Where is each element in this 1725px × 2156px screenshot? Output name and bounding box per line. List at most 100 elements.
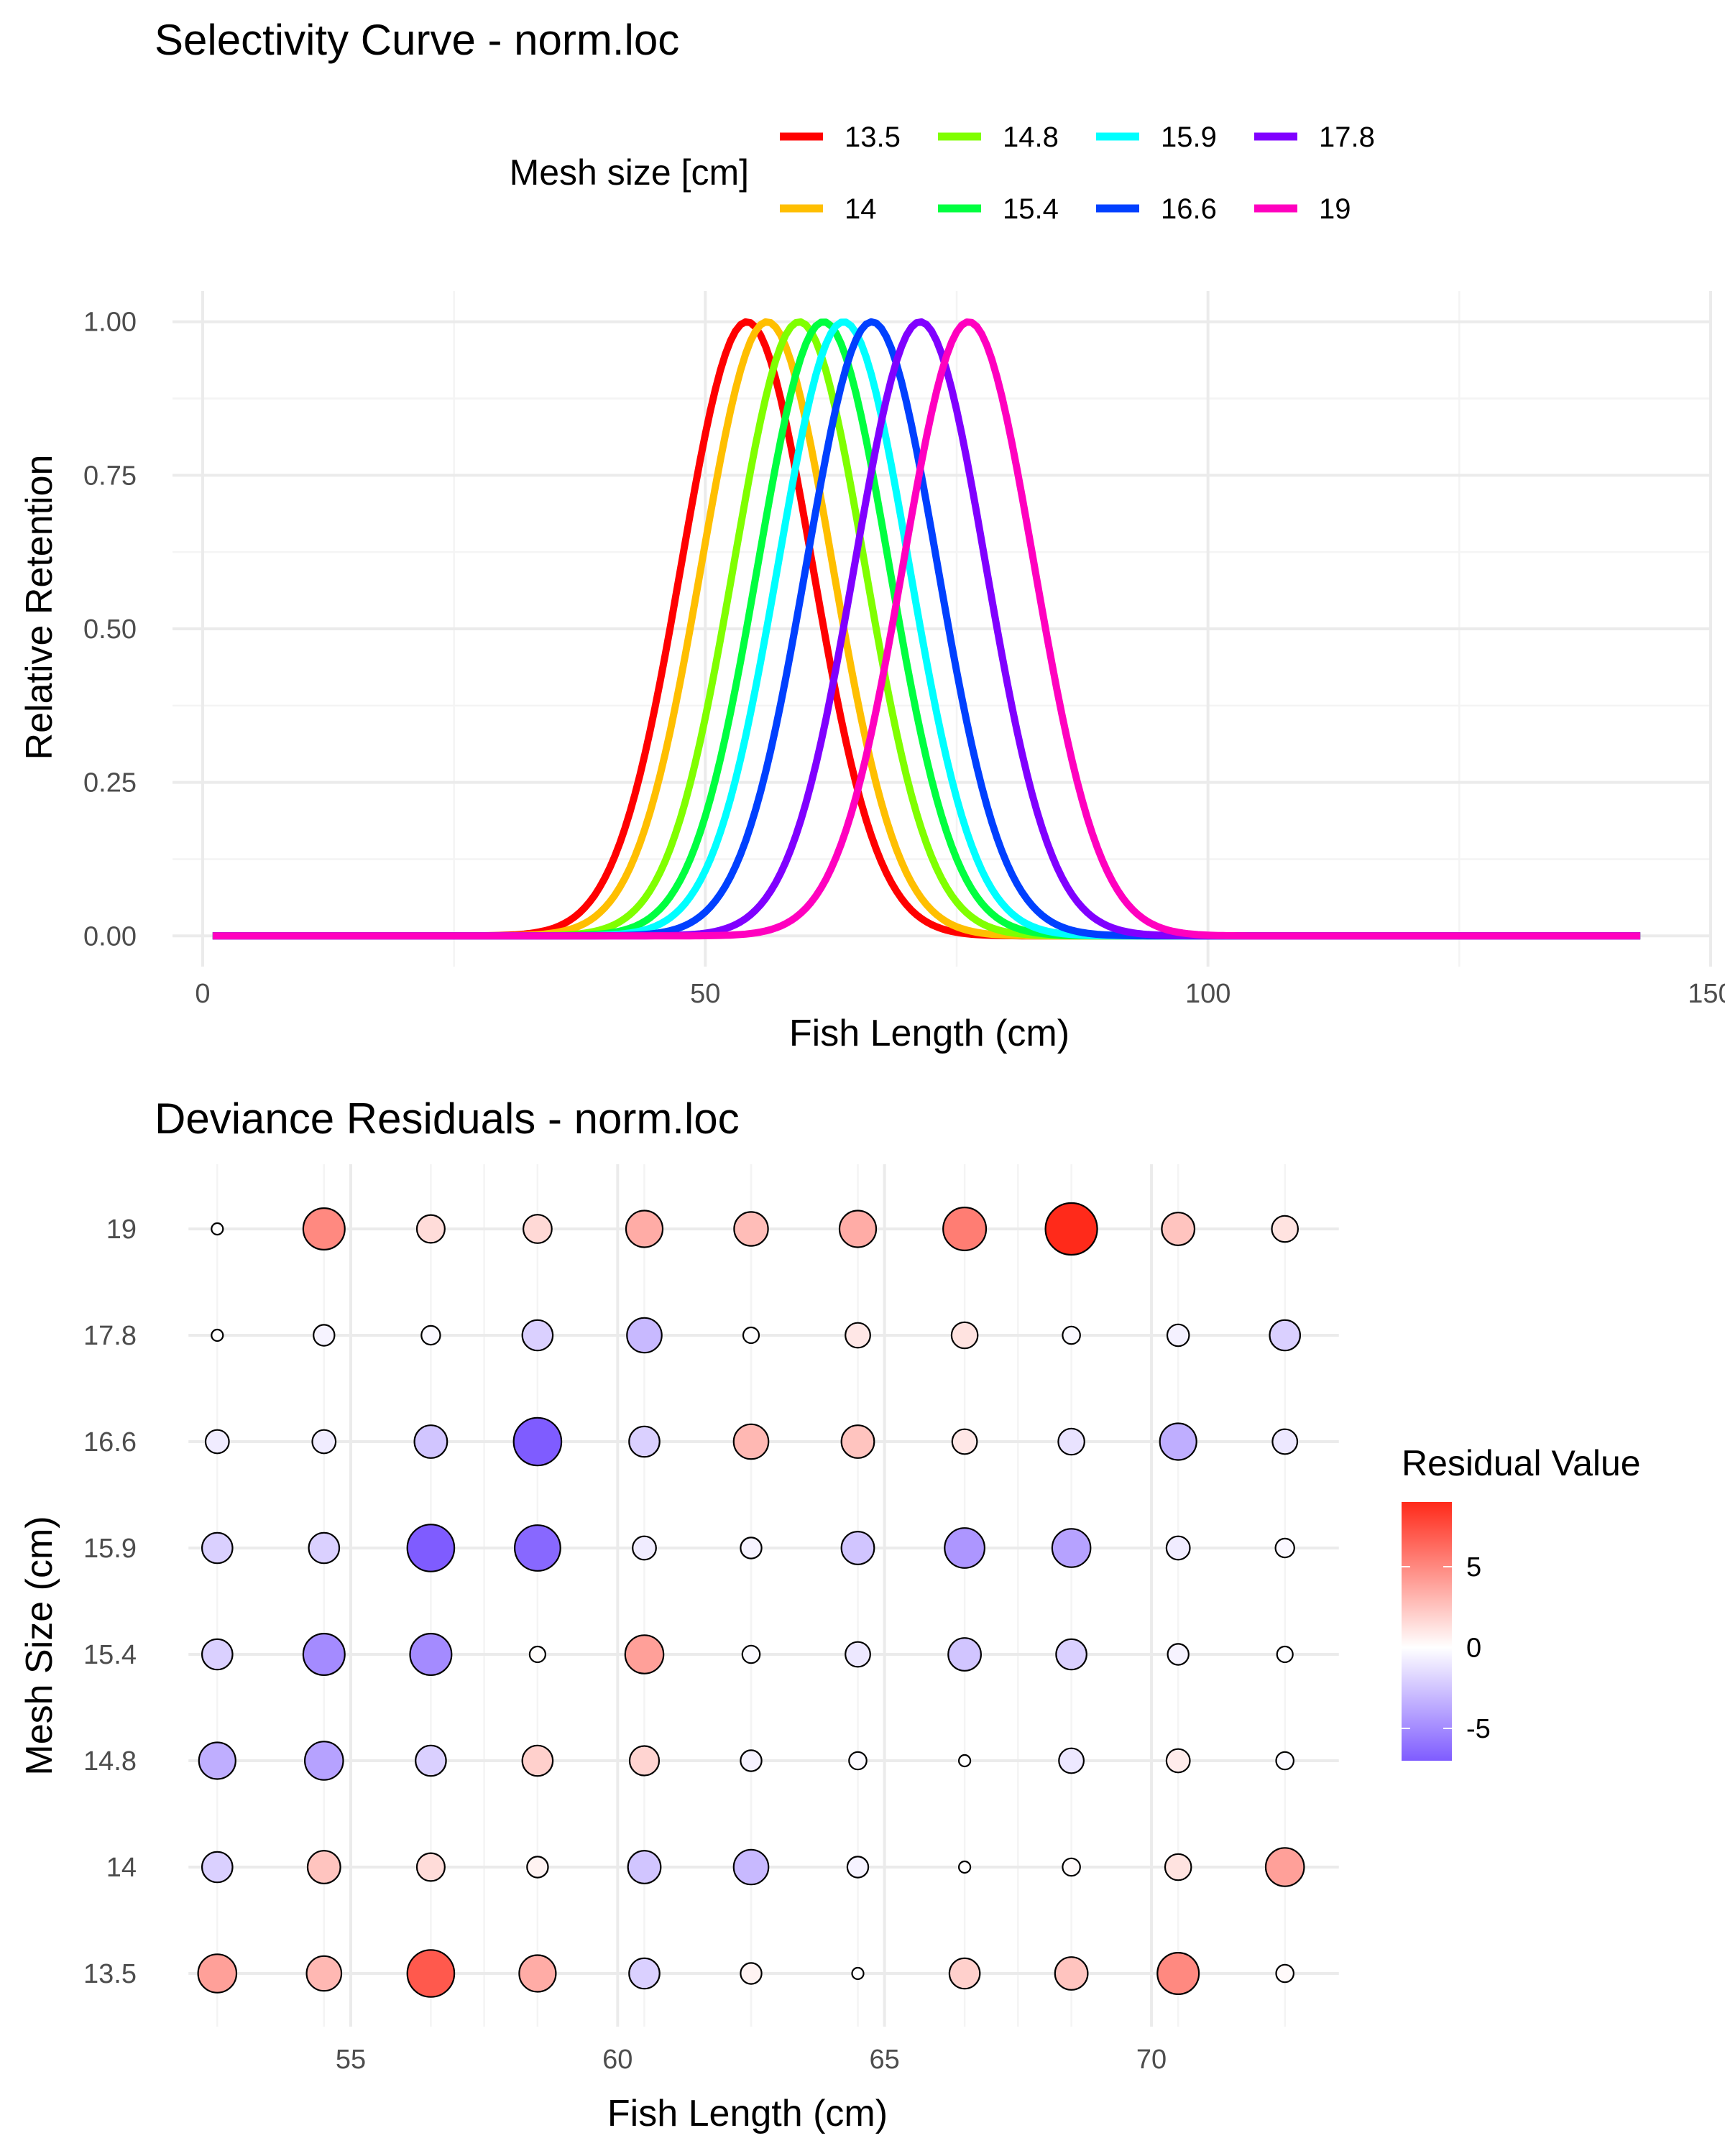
residual-point — [732, 1848, 770, 1886]
residual-point — [740, 1962, 763, 1985]
residual-point — [944, 1527, 985, 1569]
residuals-y-tick-label: 16.6 — [83, 1427, 137, 1457]
residual-point — [201, 1531, 234, 1565]
selectivity-y-tick-label: 0.00 — [83, 921, 137, 952]
residuals-grid — [188, 1164, 1339, 2027]
residual-point — [523, 1214, 553, 1244]
selectivity-x-tick-label: 100 — [1185, 979, 1230, 1009]
residual-point — [211, 1328, 224, 1342]
residual-point — [626, 1317, 663, 1354]
selectivity-x-tick-label: 50 — [690, 979, 720, 1009]
residual-point — [840, 1424, 875, 1459]
selectivity-grid — [172, 291, 1712, 967]
residual-point — [1167, 1643, 1190, 1666]
residual-point — [628, 1957, 661, 1990]
selectivity-y-tick-label: 0.50 — [83, 614, 137, 645]
selectivity-panel: Selectivity Curve - norm.loc Mesh size [… — [19, 16, 1725, 1054]
residual-point — [1054, 1956, 1089, 1991]
residual-point — [957, 1754, 972, 1768]
residual-colorbar — [1402, 1502, 1452, 1761]
residual-point — [197, 1953, 238, 1994]
residual-point — [950, 1321, 979, 1350]
residuals-x-ticks: 55 60 65 70 — [336, 2045, 1167, 2075]
residual-point — [1275, 1751, 1294, 1771]
residual-point — [1274, 1537, 1295, 1559]
residual-point — [526, 1856, 549, 1879]
residual-point — [1276, 1645, 1294, 1664]
residual-point — [627, 1850, 662, 1884]
selectivity-title: Selectivity Curve - norm.loc — [155, 16, 679, 64]
colorbar-tick-label: 0 — [1466, 1634, 1481, 1664]
residual-point — [1164, 1853, 1192, 1881]
residual-point — [1271, 1428, 1299, 1455]
mesh-size-legend-title: Mesh size [cm] — [510, 152, 749, 193]
residuals-x-tick-label: 60 — [602, 2045, 632, 2075]
residual-point — [528, 1645, 547, 1664]
legend-label-17-8: 17.8 — [1319, 121, 1375, 153]
residual-point — [1057, 1427, 1085, 1456]
selectivity-y-ticks: 0.00 0.25 0.50 0.75 1.00 — [83, 308, 137, 952]
residual-point — [311, 1429, 337, 1455]
residual-point — [211, 1222, 224, 1236]
residual-point — [201, 1851, 234, 1884]
residuals-y-tick-label: 15.9 — [83, 1534, 137, 1564]
residuals-y-ticks: 13.5 14 14.8 15.4 15.9 16.6 17.8 19 — [83, 1215, 137, 1989]
residual-point — [313, 1324, 336, 1347]
residual-point — [942, 1206, 988, 1251]
legend-label-16-6: 16.6 — [1161, 193, 1217, 225]
residual-point — [512, 1416, 563, 1467]
residual-point — [628, 1745, 661, 1777]
residual-point — [306, 1850, 341, 1884]
residual-point — [201, 1638, 234, 1671]
residual-point — [305, 1955, 343, 1992]
residual-point — [845, 1322, 871, 1349]
residual-point — [1062, 1325, 1081, 1345]
residual-point — [947, 1637, 982, 1672]
residual-point — [420, 1325, 441, 1346]
residual-point — [1269, 1319, 1302, 1352]
residual-point — [624, 1634, 665, 1674]
residuals-x-tick-label: 65 — [870, 2045, 900, 2075]
residual-point — [840, 1531, 875, 1565]
residual-point — [303, 1741, 344, 1781]
colorbar-tick-label: -5 — [1466, 1714, 1491, 1744]
residual-bubbles — [197, 1202, 1305, 1998]
residual-point — [1159, 1422, 1197, 1461]
residual-point — [302, 1633, 346, 1677]
residual-point — [732, 1423, 770, 1460]
residuals-y-tick-label: 13.5 — [83, 1959, 137, 1989]
residual-point — [409, 1633, 453, 1677]
colorbar-tick-label: 5 — [1466, 1552, 1481, 1583]
residual-point — [204, 1429, 230, 1455]
residual-legend-title: Residual Value — [1402, 1443, 1641, 1483]
selectivity-x-axis-title: Fish Length (cm) — [789, 1013, 1070, 1054]
residual-colorbar-legend: Residual Value 5 0 -5 — [1402, 1443, 1641, 1761]
residual-point — [628, 1425, 661, 1458]
selectivity-y-tick-label: 0.75 — [83, 461, 137, 491]
residual-point — [1156, 1952, 1200, 1996]
residual-point — [957, 1860, 972, 1874]
residuals-x-axis-title: Fish Length (cm) — [607, 2093, 888, 2134]
residual-point — [948, 1957, 981, 1990]
residuals-y-tick-label: 15.4 — [83, 1640, 137, 1670]
residuals-y-tick-label: 14 — [106, 1853, 137, 1883]
residuals-y-axis-title: Mesh Size (cm) — [19, 1516, 60, 1775]
selectivity-curve-19 — [212, 318, 1641, 940]
residual-point — [1058, 1747, 1085, 1774]
residual-point — [1044, 1202, 1098, 1256]
residual-point — [851, 1966, 865, 1981]
legend-label-19: 19 — [1319, 193, 1351, 225]
residual-point — [740, 1537, 763, 1560]
legend-label-14: 14 — [845, 193, 877, 225]
residual-point — [838, 1210, 878, 1248]
residual-point — [1055, 1638, 1087, 1671]
residual-point — [740, 1749, 763, 1772]
selectivity-x-tick-label: 150 — [1688, 979, 1725, 1009]
residual-point — [415, 1744, 447, 1777]
residual-point — [308, 1531, 341, 1565]
residuals-title: Deviance Residuals - norm.loc — [155, 1095, 740, 1143]
selectivity-y-axis-title: Relative Retention — [19, 455, 60, 760]
residual-point — [415, 1214, 446, 1244]
selectivity-y-tick-label: 0.25 — [83, 768, 137, 798]
